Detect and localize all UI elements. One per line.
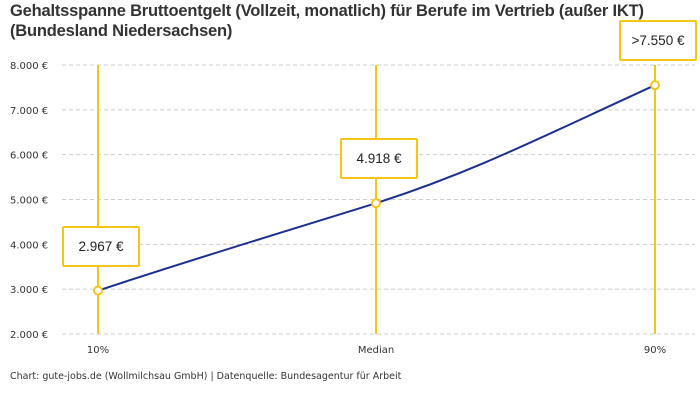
y-tick-label: 5.000 € bbox=[10, 196, 48, 207]
data-point bbox=[371, 198, 381, 209]
x-tick-label: 10% bbox=[87, 345, 109, 356]
data-label: 4.918 € bbox=[340, 138, 418, 179]
x-tick-label: 90% bbox=[644, 345, 666, 356]
y-tick-label: 2.000 € bbox=[10, 330, 48, 341]
chart-title: Gehaltsspanne Bruttoentgelt (Vollzeit, m… bbox=[10, 2, 644, 40]
chart-source: Chart: gute-jobs.de (Wollmilchsau GmbH) … bbox=[10, 371, 402, 382]
y-tick-label: 6.000 € bbox=[10, 151, 48, 162]
y-tick-label: 8.000 € bbox=[10, 61, 48, 72]
y-tick-label: 3.000 € bbox=[10, 285, 48, 296]
y-tick-label: 4.000 € bbox=[10, 240, 48, 251]
data-label: 2.967 € bbox=[62, 226, 140, 267]
x-tick-label: Median bbox=[358, 345, 394, 356]
data-label: >7.550 € bbox=[619, 20, 697, 61]
y-tick-label: 7.000 € bbox=[10, 106, 48, 117]
data-point bbox=[650, 80, 660, 91]
data-point bbox=[93, 285, 103, 296]
